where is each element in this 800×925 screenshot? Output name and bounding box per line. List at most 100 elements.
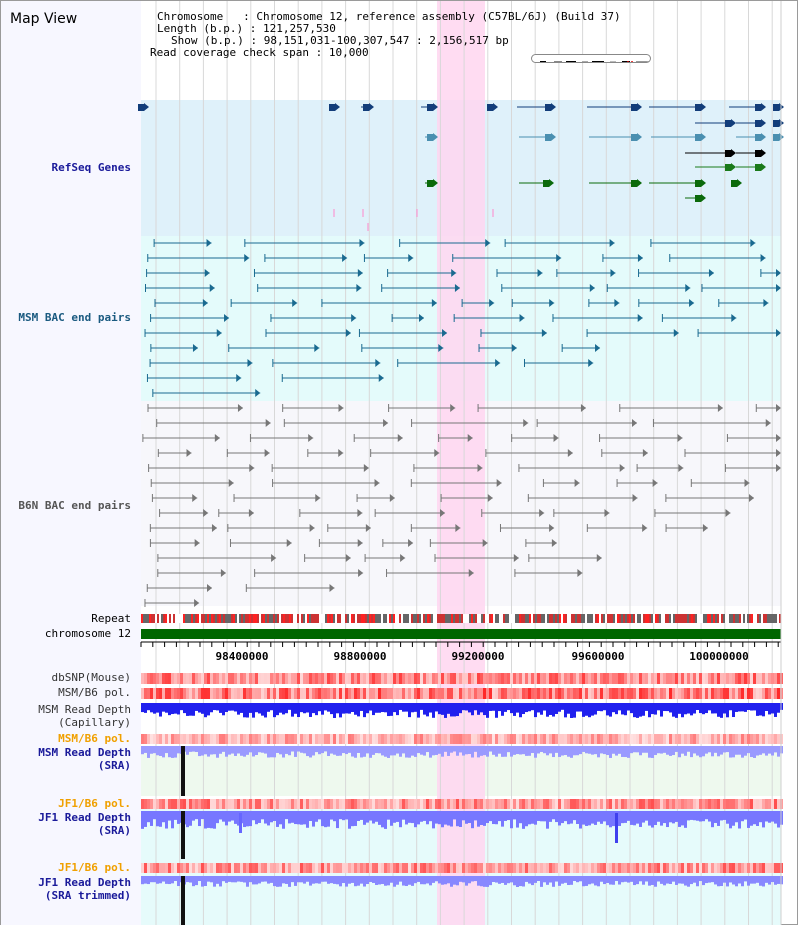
gene-exon bbox=[329, 104, 335, 111]
read-depth-bar bbox=[366, 876, 369, 885]
polymorphism-cell bbox=[669, 688, 672, 699]
polymorphism-cell bbox=[372, 673, 375, 684]
repeat-segment bbox=[545, 614, 547, 623]
read-depth-bar bbox=[243, 746, 246, 757]
repeat-segment bbox=[343, 614, 345, 623]
bac-end-arrow bbox=[637, 254, 643, 262]
gene-exon bbox=[731, 180, 737, 187]
polymorphism-cell bbox=[720, 799, 723, 809]
polymorphism-cell bbox=[678, 688, 681, 699]
chromosome-ideogram[interactable] bbox=[531, 54, 651, 63]
polymorphism-cell bbox=[774, 863, 777, 873]
read-depth-bar bbox=[246, 876, 249, 887]
polymorphism-cell bbox=[546, 673, 549, 684]
read-depth-bar bbox=[615, 703, 618, 715]
polymorphism-cell bbox=[549, 688, 552, 699]
track-label-repeat: Repeat bbox=[91, 612, 131, 625]
polymorphism-cell bbox=[348, 799, 351, 809]
polymorphism-cell bbox=[225, 688, 228, 699]
read-depth-bar bbox=[384, 746, 387, 757]
read-depth-bar bbox=[357, 746, 360, 753]
read-depth-bar bbox=[153, 811, 156, 820]
polymorphism-cell bbox=[339, 863, 342, 873]
polymorphism-cell bbox=[297, 673, 300, 684]
polymorphism-cell bbox=[450, 799, 453, 809]
read-depth-bar bbox=[198, 703, 201, 713]
read-depth-bar bbox=[252, 703, 255, 718]
read-depth-bar bbox=[498, 811, 501, 822]
polymorphism-cell bbox=[453, 734, 456, 744]
polymorphism-cell bbox=[396, 863, 399, 873]
polymorphism-cell bbox=[222, 688, 225, 699]
polymorphism-cell bbox=[477, 673, 480, 684]
read-depth-bar bbox=[171, 876, 174, 884]
read-depth-bar bbox=[171, 811, 174, 829]
repeat-segment bbox=[313, 614, 315, 623]
read-depth-bar bbox=[582, 703, 585, 717]
track-label-refseq-genes[interactable]: RefSeq Genes bbox=[51, 161, 131, 174]
repeat-segment bbox=[221, 614, 223, 623]
read-depth-bar bbox=[591, 703, 594, 716]
polymorphism-cell bbox=[435, 688, 438, 699]
polymorphism-cell bbox=[168, 863, 171, 873]
repeat-segment bbox=[349, 614, 351, 623]
bac-end-arrow bbox=[677, 434, 683, 442]
polymorphism-cell bbox=[765, 673, 768, 684]
read-depth-bar bbox=[666, 746, 669, 755]
read-depth-bar bbox=[504, 746, 507, 757]
read-depth-bar bbox=[432, 811, 435, 829]
polymorphism-cell bbox=[222, 799, 225, 809]
polymorphism-cell bbox=[741, 734, 744, 744]
polymorphism-cell bbox=[606, 673, 609, 684]
polymorphism-cell bbox=[699, 734, 702, 744]
read-depth-bar bbox=[585, 811, 588, 826]
read-depth-bar bbox=[186, 811, 189, 828]
read-depth-bar bbox=[768, 811, 771, 823]
polymorphism-cell bbox=[468, 673, 471, 684]
gene-exon bbox=[487, 104, 493, 111]
bac-end-arrow bbox=[637, 314, 643, 322]
polymorphism-cell bbox=[609, 863, 612, 873]
repeat-segment bbox=[259, 614, 261, 623]
read-depth-bar bbox=[534, 703, 537, 718]
polymorphism-cell bbox=[306, 799, 309, 809]
polymorphism-cell bbox=[720, 673, 723, 684]
read-depth-bar bbox=[327, 876, 330, 884]
read-depth-bar bbox=[195, 703, 198, 711]
polymorphism-cell bbox=[696, 799, 699, 809]
repeat-segment bbox=[357, 614, 359, 623]
read-depth-bar bbox=[198, 876, 201, 882]
polymorphism-cell bbox=[156, 799, 159, 809]
polymorphism-cell bbox=[720, 734, 723, 744]
polymorphism-cell bbox=[564, 688, 567, 699]
bac-end-arrow bbox=[342, 254, 348, 262]
read-depth-bar bbox=[393, 876, 396, 887]
polymorphism-cell bbox=[726, 734, 729, 744]
repeat-segment bbox=[673, 614, 675, 623]
track-label-b6n-bac-end-pairs[interactable]: B6N BAC end pairs bbox=[18, 499, 131, 512]
track-label-msm-bac-end-pairs[interactable]: MSM BAC end pairs bbox=[18, 311, 131, 324]
read-depth-bar bbox=[309, 703, 312, 717]
repeat-segment bbox=[419, 614, 421, 623]
repeat-segment bbox=[769, 614, 771, 623]
polymorphism-cell bbox=[474, 688, 477, 699]
read-depth-bar bbox=[162, 746, 165, 758]
polymorphism-cell bbox=[369, 863, 372, 873]
read-depth-bar bbox=[747, 703, 750, 711]
repeat-segment bbox=[653, 614, 655, 623]
read-depth-bar bbox=[324, 811, 327, 828]
bac-end-arrow bbox=[549, 524, 555, 532]
polymorphism-cell bbox=[387, 673, 390, 684]
bac-end-arrow bbox=[434, 449, 440, 457]
read-depth-bar bbox=[558, 811, 561, 826]
read-depth-bar bbox=[453, 876, 456, 885]
bac-end-arrow bbox=[408, 254, 414, 262]
read-depth-bar bbox=[567, 876, 570, 886]
polymorphism-cell bbox=[612, 799, 615, 809]
repeat-segment bbox=[407, 614, 409, 623]
polymorphism-cell bbox=[474, 734, 477, 744]
read-depth-bar bbox=[147, 811, 150, 823]
polymorphism-cell bbox=[381, 863, 384, 873]
polymorphism-cell bbox=[162, 863, 165, 873]
